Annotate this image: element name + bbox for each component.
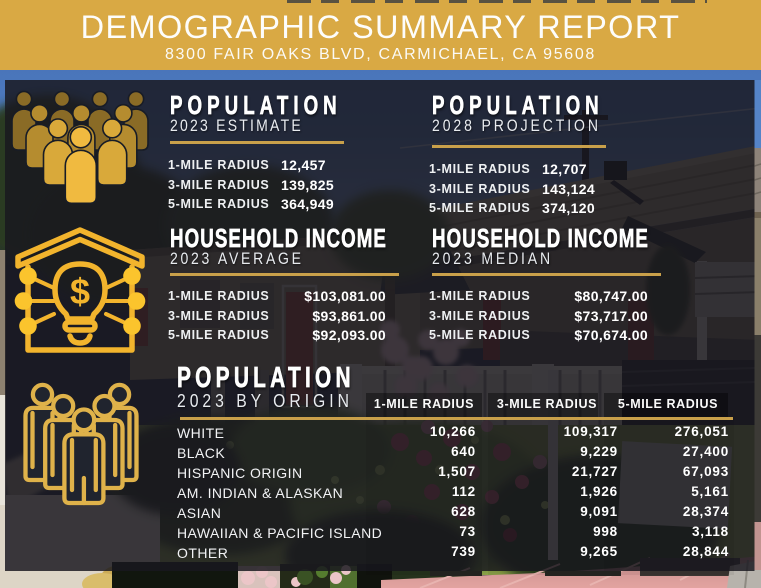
svg-text:$: $ <box>70 271 90 312</box>
